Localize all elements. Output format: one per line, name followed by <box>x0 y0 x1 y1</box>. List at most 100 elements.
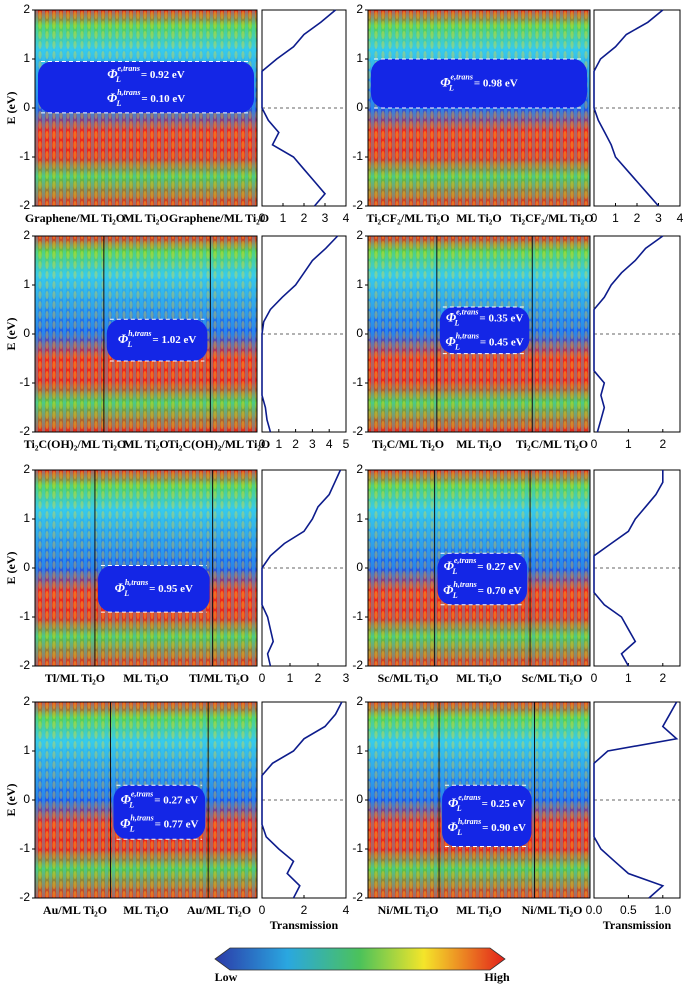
y-tick-label: -2 <box>19 424 30 438</box>
region-label: Ti₂C(OH)₂/ML Ti₂O <box>168 437 270 451</box>
gap-annotation: Φh,trans L = 1.02 eV <box>118 329 196 349</box>
annotation-sub: L <box>129 824 135 833</box>
annotation-text: = 0.25 eV <box>482 797 526 809</box>
gap-region <box>437 553 528 605</box>
annotation-symbol: Φ <box>440 74 451 89</box>
x-tick-label: 3 <box>322 211 329 225</box>
gap-annotation: Φh,trans L = 0.70 eV <box>443 580 521 600</box>
gap-region <box>439 307 530 354</box>
x-tick-label: 0 <box>259 671 266 685</box>
y-tick-label: 0 <box>356 326 363 340</box>
gap-region <box>113 785 206 840</box>
y-tick-label: -2 <box>19 890 30 904</box>
annotation-sup: e,trans <box>118 64 140 73</box>
y-tick-label: -1 <box>352 841 363 855</box>
annotation-sup: h,trans <box>117 88 140 97</box>
transmission-line <box>593 470 664 667</box>
y-axis-title: E (eV) <box>4 92 18 125</box>
region-label: Ti₂C/ML Ti₂O <box>516 437 588 451</box>
x-tick-label: 4 <box>343 903 350 917</box>
annotation-symbol: Φ <box>121 791 132 806</box>
region-label: Sc/ML Ti₂O <box>522 671 583 685</box>
region-label: Ni/ML Ti₂O <box>522 903 583 917</box>
annotation-text: = 0.45 eV <box>480 336 524 348</box>
y-tick-label: 2 <box>356 462 363 476</box>
panel: Φh,trans L = 0.95 eV Tl/ML Ti₂O ML Ti₂O Tl/ML… <box>4 462 350 685</box>
region-label: ML Ti₂O <box>123 903 169 917</box>
x-tick-label: 3 <box>655 211 662 225</box>
region-label: Ti₂C(OH)₂/ML Ti₂O <box>24 437 126 451</box>
y-tick-label: -2 <box>352 658 363 672</box>
y-tick-label: -2 <box>352 890 363 904</box>
region-label: Sc/ML Ti₂O <box>378 671 439 685</box>
annotation-text: = 0.70 eV <box>478 585 522 597</box>
y-tick-label: 2 <box>356 694 363 708</box>
x-tick-label: 0.0 <box>586 903 603 917</box>
y-tick-label: 2 <box>23 462 30 476</box>
y-tick-label: 1 <box>356 51 363 65</box>
annotation-sub: L <box>128 800 134 809</box>
annotation-symbol: Φ <box>107 66 118 81</box>
annotation-text: = 0.27 eV <box>154 794 198 806</box>
annotation-text: = 0.35 eV <box>479 312 523 324</box>
panel: Φe,trans L = 0.98 eV Ti₂CF₂/ML Ti₂O ML Ti₂O T… <box>352 2 683 225</box>
gap-annotation: Φh,trans L = 0.10 eV <box>107 88 185 108</box>
y-tick-label: 2 <box>356 2 363 16</box>
x-tick-label: 2 <box>659 437 666 451</box>
y-tick-label: 1 <box>356 277 363 291</box>
region-label: ML Ti₂O <box>456 437 502 451</box>
annotation-sub: L <box>451 567 457 576</box>
annotation-sub: L <box>123 589 129 598</box>
gap-annotation: Φe,trans L = 0.98 eV <box>440 72 518 92</box>
annotation-sup: h,trans <box>125 578 148 587</box>
x-tick-label: 2 <box>301 903 308 917</box>
annotation-symbol: Φ <box>445 333 456 348</box>
gap-annotation: Φh,trans L = 0.45 eV <box>445 331 523 351</box>
y-tick-label: -1 <box>352 149 363 163</box>
colorbar-arrow <box>214 947 506 971</box>
x-tick-label: 4 <box>326 437 333 451</box>
y-tick-label: -1 <box>19 841 30 855</box>
annotation-sub: L <box>127 340 133 349</box>
x-tick-label: 2 <box>292 437 299 451</box>
region-label: Tl/ML Ti₂O <box>189 671 249 685</box>
transmission-line <box>593 701 679 899</box>
region-label: Ni/ML Ti₂O <box>378 903 439 917</box>
gap-annotation: Φe,trans L = 0.27 eV <box>121 789 199 809</box>
gap-region <box>106 319 208 361</box>
x-tick-label: 4 <box>343 211 350 225</box>
x-tick-label: 1 <box>625 437 632 451</box>
y-tick-label: 1 <box>356 511 363 525</box>
region-label: Ti₂CF₂/ML Ti₂O <box>366 211 449 225</box>
transmission-line <box>261 701 343 899</box>
x-tick-label: 1 <box>625 671 632 685</box>
annotation-text: = 1.02 eV <box>152 334 196 346</box>
annotation-symbol: Φ <box>118 331 129 346</box>
y-tick-label: 1 <box>23 511 30 525</box>
region-label: Graphene/ML Ti₂O <box>169 211 269 225</box>
annotation-sub: L <box>115 75 121 84</box>
annotation-text: = 0.90 eV <box>482 821 526 833</box>
x-tick-label: 0 <box>591 671 598 685</box>
y-tick-label: 1 <box>23 743 30 757</box>
y-tick-label: 1 <box>356 743 363 757</box>
y-tick-label: 0 <box>23 560 30 574</box>
x-tick-label: 1.0 <box>654 903 671 917</box>
annotation-sub: L <box>452 591 458 600</box>
colorbar-low: Low <box>215 970 238 984</box>
y-tick-label: 2 <box>23 694 30 708</box>
annotation-text: = 0.92 eV <box>141 69 185 81</box>
region-label: Tl/ML Ti₂O <box>45 671 105 685</box>
x-tick-label: 0.5 <box>620 903 637 917</box>
annotation-text: = 0.95 eV <box>149 582 193 594</box>
x-axis-title: Transmission <box>603 918 672 932</box>
y-tick-label: -1 <box>352 375 363 389</box>
y-tick-label: -1 <box>19 149 30 163</box>
y-tick-label: 0 <box>23 792 30 806</box>
annotation-symbol: Φ <box>107 90 118 105</box>
x-tick-label: 4 <box>677 211 684 225</box>
annotation-sub: L <box>115 99 121 108</box>
gap-annotation: Φe,trans L = 0.35 eV <box>446 307 524 327</box>
transmission-line <box>593 9 664 207</box>
